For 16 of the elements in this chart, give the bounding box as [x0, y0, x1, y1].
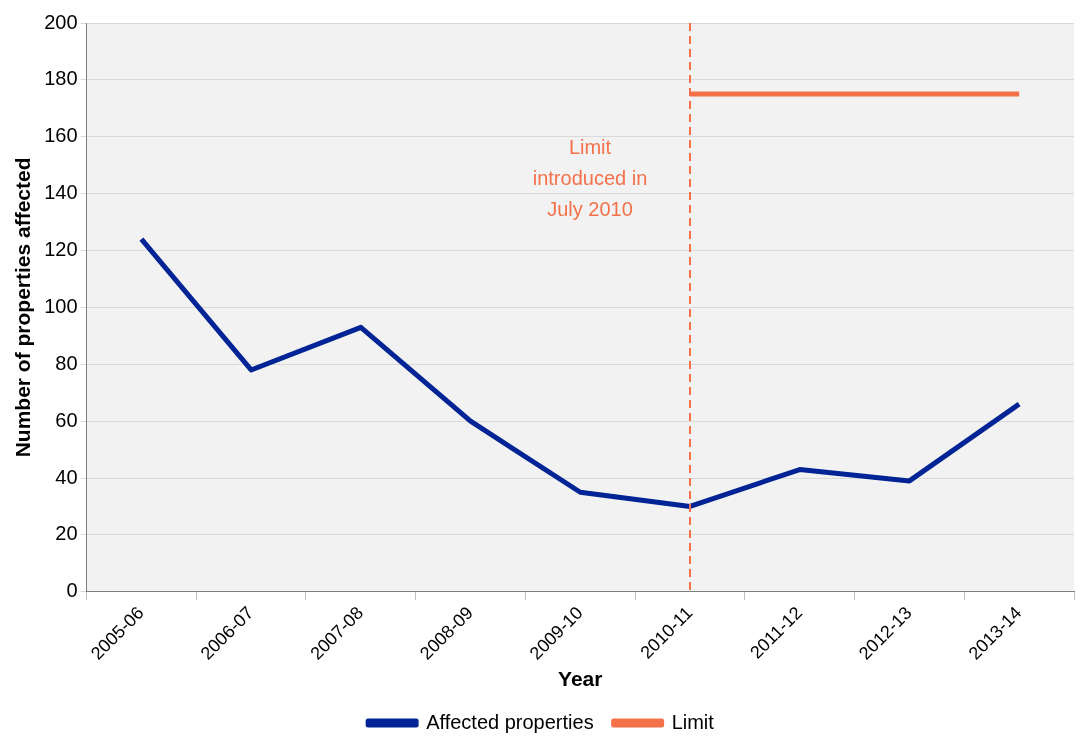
x-axis-title: Year: [558, 667, 603, 691]
y-tick-label: 60: [55, 408, 78, 431]
y-tick-label: 180: [44, 67, 78, 90]
y-tick-label: 200: [44, 10, 78, 33]
y-tick-label: 20: [55, 522, 78, 545]
y-tick-label: 120: [44, 238, 78, 261]
y-tick-label: 160: [44, 124, 78, 147]
y-tick-label: 140: [44, 181, 78, 204]
legend-label: Affected properties: [426, 710, 594, 733]
y-tick-label: 40: [55, 465, 78, 488]
ref-line-label: Limit introduced in July 2010: [532, 135, 648, 220]
y-tick-label: 100: [44, 294, 78, 317]
legend-label: Limit: [671, 710, 715, 733]
y-tick-label: 0: [66, 579, 78, 602]
y-tick-label: 80: [55, 351, 78, 374]
y-axis-title: Number of properties affected: [11, 157, 35, 458]
